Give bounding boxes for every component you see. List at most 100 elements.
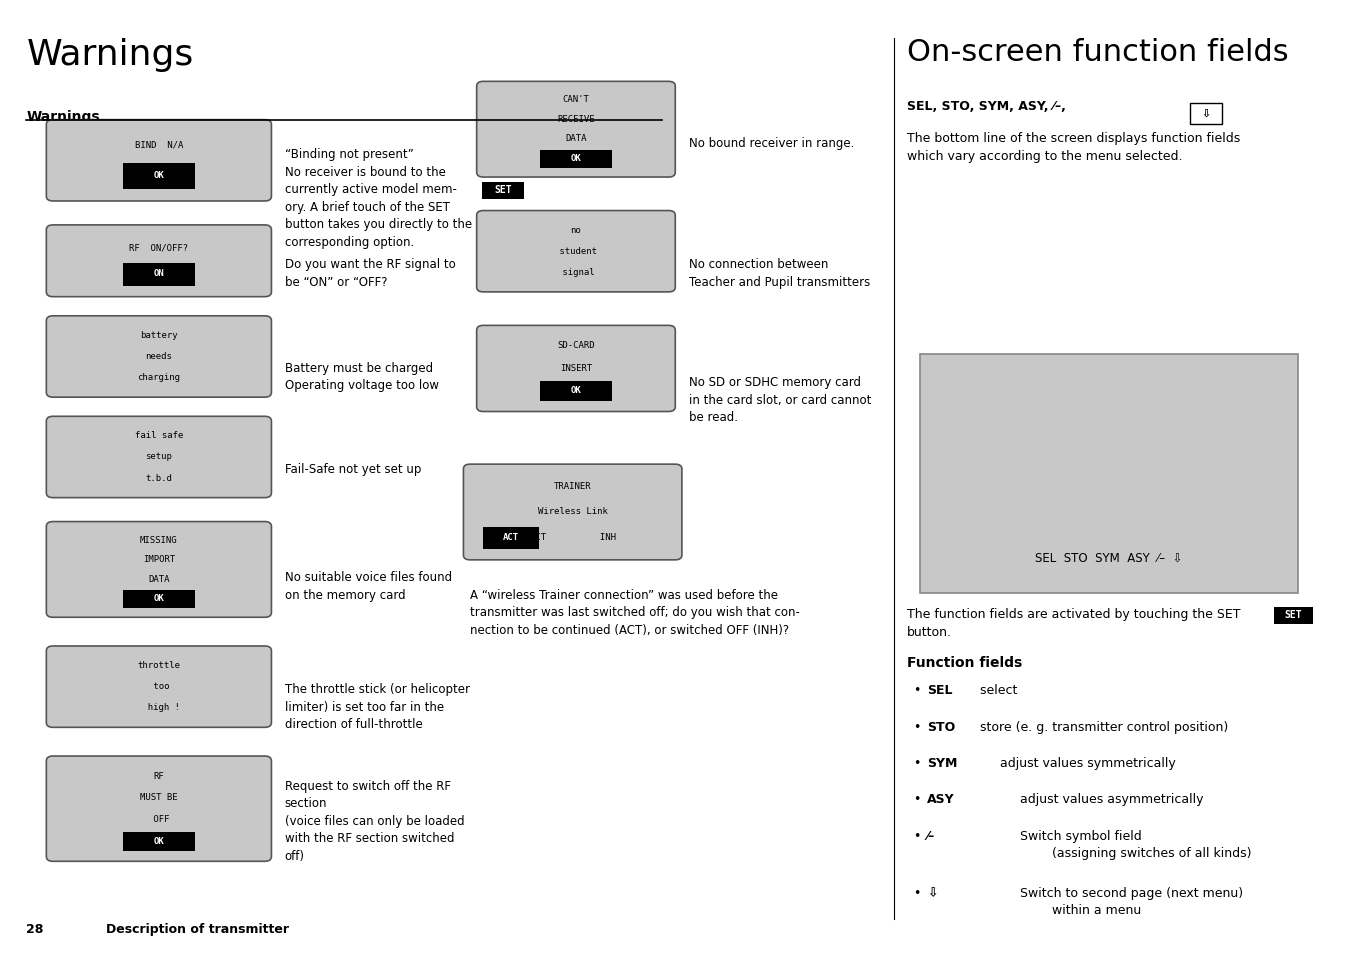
Text: OK: OK <box>154 594 165 603</box>
Text: MUST BE: MUST BE <box>140 793 178 802</box>
Text: No connection between
Teacher and Pupil transmitters: No connection between Teacher and Pupil … <box>688 258 869 289</box>
Text: select: select <box>964 684 1017 698</box>
Text: On-screen function fields: On-screen function fields <box>908 38 1289 67</box>
Text: ON   OFF: ON OFF <box>137 269 181 278</box>
Text: “Binding not present”
No receiver is bound to the
currently active model mem-
or: “Binding not present” No receiver is bou… <box>285 148 472 249</box>
Text: Warnings: Warnings <box>26 110 100 124</box>
Text: OK: OK <box>570 387 581 395</box>
Text: OK: OK <box>570 387 581 395</box>
Text: t.b.d: t.b.d <box>145 474 173 482</box>
Text: setup: setup <box>145 453 173 461</box>
Text: No suitable voice files found
on the memory card: No suitable voice files found on the mem… <box>285 571 452 602</box>
FancyBboxPatch shape <box>484 526 539 549</box>
Text: ⁄–: ⁄– <box>927 830 935 843</box>
Text: TRAINER: TRAINER <box>554 482 591 491</box>
Bar <box>920 354 1297 593</box>
Text: Switch symbol field
                      (assigning switches of all kinds): Switch symbol field (assigning switches … <box>964 830 1252 859</box>
Text: no: no <box>570 226 581 234</box>
Text: STO: STO <box>927 721 956 734</box>
FancyBboxPatch shape <box>540 150 611 167</box>
Text: store (e. g. transmitter control position): store (e. g. transmitter control positio… <box>964 721 1228 734</box>
Text: SEL, STO, SYM, ASY, ⁄–,: SEL, STO, SYM, ASY, ⁄–, <box>908 100 1071 114</box>
Text: Wireless Link: Wireless Link <box>537 507 607 517</box>
Text: OK: OK <box>154 170 165 180</box>
Text: •: • <box>913 830 921 843</box>
Text: No SD or SDHC memory card
in the card slot, or card cannot
be read.: No SD or SDHC memory card in the card sl… <box>688 376 871 424</box>
Text: SEL: SEL <box>927 684 953 698</box>
Text: RF: RF <box>154 771 165 781</box>
Text: OFF: OFF <box>148 815 170 824</box>
FancyBboxPatch shape <box>47 646 271 727</box>
Text: The function fields are activated by touching the SET
button.: The function fields are activated by tou… <box>908 608 1241 638</box>
Text: No bound receiver in range.: No bound receiver in range. <box>688 137 854 150</box>
Text: Do you want the RF signal to
be “ON” or “OFF?: Do you want the RF signal to be “ON” or … <box>285 258 455 289</box>
Text: SD-CARD: SD-CARD <box>557 342 595 350</box>
Text: charging: charging <box>137 373 181 382</box>
FancyBboxPatch shape <box>123 263 195 285</box>
FancyBboxPatch shape <box>477 211 676 292</box>
Text: ⇩: ⇩ <box>927 887 938 901</box>
Text: •: • <box>913 757 921 770</box>
Text: battery: battery <box>140 331 178 340</box>
Text: •: • <box>913 793 921 807</box>
Text: ACT          INH: ACT INH <box>529 533 616 542</box>
Text: INSERT: INSERT <box>559 364 592 373</box>
Text: SYM: SYM <box>927 757 957 770</box>
FancyBboxPatch shape <box>47 756 271 861</box>
Text: Fail-Safe not yet set up: Fail-Safe not yet set up <box>285 463 421 477</box>
FancyBboxPatch shape <box>47 416 271 498</box>
Text: RECEIVE: RECEIVE <box>557 115 595 123</box>
Text: OK: OK <box>154 170 165 180</box>
FancyBboxPatch shape <box>1190 103 1222 124</box>
FancyBboxPatch shape <box>483 182 524 199</box>
FancyBboxPatch shape <box>477 325 676 412</box>
FancyBboxPatch shape <box>47 120 271 201</box>
Text: Request to switch off the RF
section
(voice files can only be loaded
with the RF: Request to switch off the RF section (vo… <box>285 780 465 863</box>
Text: ASY: ASY <box>927 793 954 807</box>
Text: needs: needs <box>145 352 173 361</box>
Text: fail safe: fail safe <box>134 432 184 440</box>
Text: student: student <box>554 247 598 256</box>
Text: •: • <box>913 887 921 901</box>
Text: MISSING: MISSING <box>140 536 178 545</box>
Text: IMPORT: IMPORT <box>143 555 175 564</box>
Text: Function fields: Function fields <box>908 656 1023 670</box>
Text: OK: OK <box>154 836 165 846</box>
Text: RF  ON/OFF?: RF ON/OFF? <box>129 243 188 253</box>
Text: Warnings: Warnings <box>26 38 193 73</box>
FancyBboxPatch shape <box>463 464 681 560</box>
Text: BIND  N/A: BIND N/A <box>134 141 184 150</box>
Text: OK: OK <box>154 836 165 846</box>
FancyBboxPatch shape <box>47 522 271 617</box>
Text: •: • <box>913 684 921 698</box>
Text: OK: OK <box>570 154 581 163</box>
Text: The bottom line of the screen displays function fields
which vary according to t: The bottom line of the screen displays f… <box>908 132 1241 163</box>
Text: The throttle stick (or helicopter
limiter) is set too far in the
direction of fu: The throttle stick (or helicopter limite… <box>285 683 470 731</box>
FancyBboxPatch shape <box>540 382 611 401</box>
Text: Description of transmitter: Description of transmitter <box>106 923 289 936</box>
Text: adjust values asymmetrically: adjust values asymmetrically <box>964 793 1204 807</box>
Text: 28: 28 <box>26 923 44 936</box>
Text: Battery must be charged
Operating voltage too low: Battery must be charged Operating voltag… <box>285 362 439 392</box>
Text: OK: OK <box>154 594 165 603</box>
Text: OK: OK <box>570 154 581 163</box>
Text: ACT: ACT <box>503 533 520 542</box>
Text: DATA: DATA <box>148 575 170 584</box>
Text: high !: high ! <box>137 703 181 712</box>
FancyBboxPatch shape <box>477 81 676 177</box>
Text: SEL  STO  SYM  ASY  ⁄–  ⇩: SEL STO SYM ASY ⁄– ⇩ <box>1035 551 1183 565</box>
Text: •: • <box>913 721 921 734</box>
Text: CAN'T: CAN'T <box>562 96 590 104</box>
FancyBboxPatch shape <box>47 225 271 297</box>
Text: ⇩: ⇩ <box>1201 109 1211 119</box>
Text: A “wireless Trainer connection” was used before the
transmitter was last switche: A “wireless Trainer connection” was used… <box>470 589 799 636</box>
Text: ON: ON <box>154 269 165 278</box>
Text: DATA: DATA <box>565 135 587 144</box>
FancyBboxPatch shape <box>123 163 195 189</box>
FancyBboxPatch shape <box>123 590 195 608</box>
FancyBboxPatch shape <box>1274 607 1313 624</box>
Text: SET: SET <box>495 186 511 195</box>
Text: signal: signal <box>557 268 595 277</box>
Text: Switch to second page (next menu)
                      within a menu: Switch to second page (next menu) within… <box>964 887 1243 917</box>
FancyBboxPatch shape <box>123 832 195 852</box>
